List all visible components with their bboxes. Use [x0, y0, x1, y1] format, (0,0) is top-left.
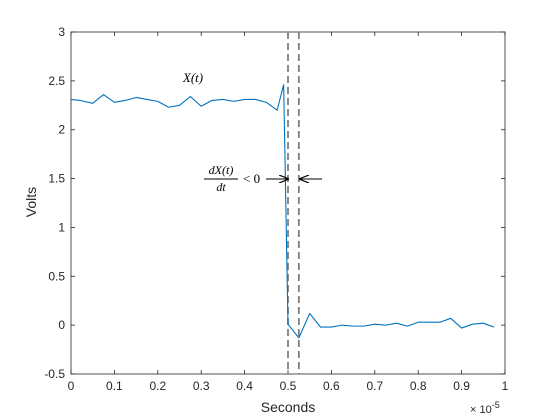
y-tick-label: -0.5 — [44, 367, 65, 381]
y-tick-label: 1 — [58, 220, 65, 234]
x-tick-label: 0.6 — [323, 379, 340, 393]
x-tick-label: 0.9 — [453, 379, 470, 393]
x-exponent-base: × 10 — [470, 404, 492, 416]
derivative-denominator: dt — [216, 180, 226, 194]
y-tick-label: 0.5 — [48, 269, 65, 283]
x-axis-label: Seconds — [261, 399, 315, 415]
x-tick-label: 0.5 — [280, 379, 297, 393]
derivative-numerator: dX(t) — [209, 163, 234, 177]
signal-label: X(t) — [182, 70, 203, 85]
x-tick-label: 0.4 — [236, 379, 253, 393]
x-tick-label: 0.3 — [193, 379, 210, 393]
series-line — [70, 84, 495, 339]
x-exponent-label: × 10-5 — [470, 400, 500, 416]
x-tick-label: 0.7 — [366, 379, 383, 393]
x-tick-label: 0.8 — [410, 379, 427, 393]
x-tick-label: 1 — [502, 379, 509, 393]
y-axis-label: Volts — [23, 187, 39, 217]
y-tick-label: 0 — [58, 318, 65, 332]
y-tick-label: 2 — [58, 123, 65, 137]
x-tick-label: 0.1 — [106, 379, 123, 393]
plot-area: 0 0.1 0.2 0.3 0.4 0.5 0.6 0.7 0.8 0.9 1-0.500.511.… — [44, 25, 508, 393]
x-tick-label: 0 — [68, 379, 75, 393]
derivative-relation: < 0 — [243, 171, 260, 186]
y-tick-label: 3 — [58, 25, 65, 39]
x-exponent-power: -5 — [492, 400, 500, 410]
y-tick-label: 1.5 — [48, 172, 65, 186]
x-tick-label: 0.2 — [149, 379, 166, 393]
y-tick-label: 2.5 — [48, 74, 65, 88]
